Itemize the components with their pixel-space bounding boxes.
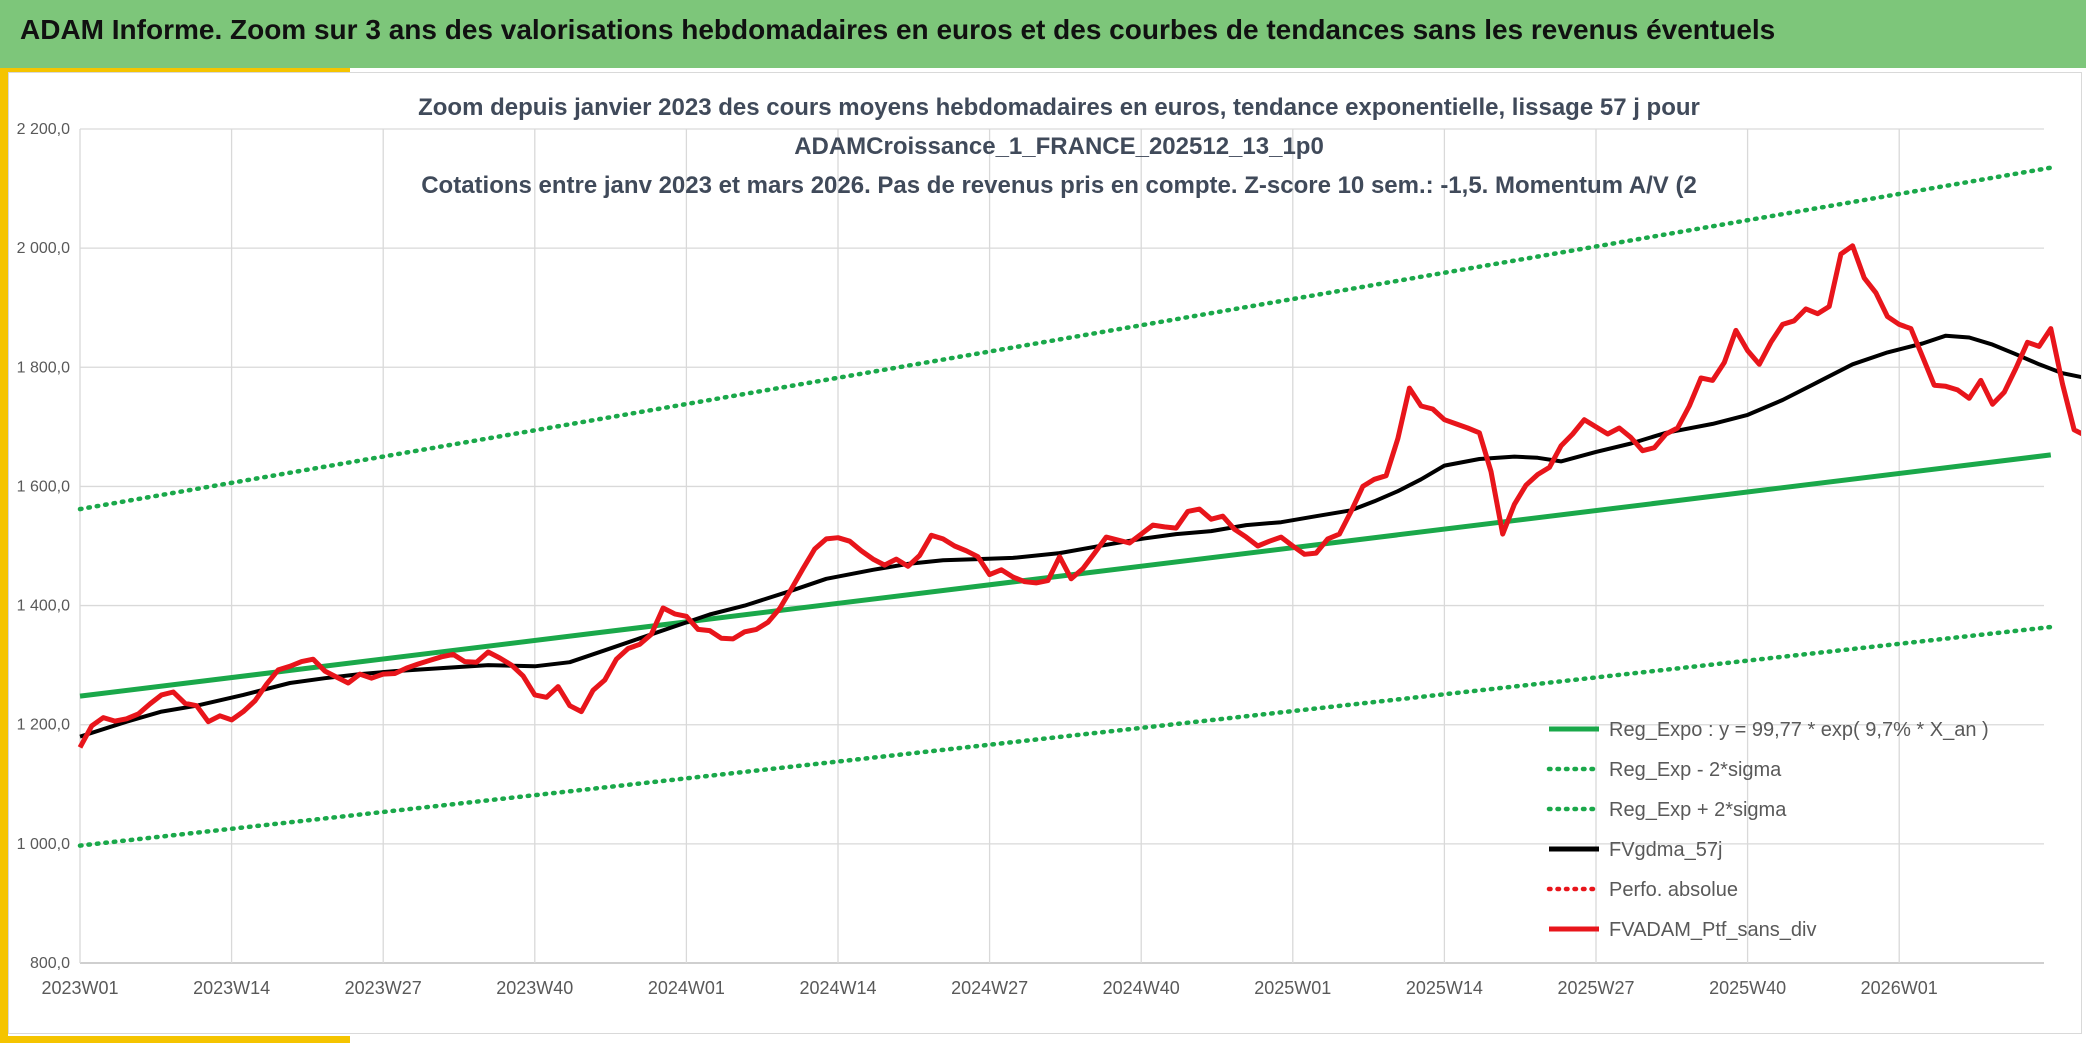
series-line-0 bbox=[79, 452, 2052, 699]
x-tick-label: 2024W01 bbox=[648, 978, 725, 998]
chart-title-line: ADAMCroissance_1_FRANCE_202512_13_1p0 bbox=[794, 133, 1324, 160]
y-tick-label: 1 600,0 bbox=[17, 478, 70, 495]
x-tick-label: 2025W27 bbox=[1557, 978, 1634, 998]
accent-bar-bottom bbox=[0, 1036, 350, 1043]
page-title: ADAM Informe. Zoom sur 3 ans des valoris… bbox=[20, 14, 1776, 45]
y-tick-label: 1 000,0 bbox=[17, 836, 70, 853]
series-line-5 bbox=[77, 243, 2081, 749]
x-tick-label: 2024W40 bbox=[1103, 978, 1180, 998]
legend-label: FVADAM_Ptf_sans_div bbox=[1609, 919, 1817, 941]
x-tick-label: 2025W14 bbox=[1406, 978, 1483, 998]
series-line-1 bbox=[77, 624, 2054, 848]
x-tick-label: 2026W01 bbox=[1861, 978, 1938, 998]
x-tick-label: 2024W27 bbox=[951, 978, 1028, 998]
x-tick-label: 2023W01 bbox=[41, 978, 118, 998]
y-tick-label: 1 400,0 bbox=[17, 598, 70, 615]
chart-title-line: Cotations entre janv 2023 et mars 2026. … bbox=[421, 172, 1697, 199]
accent-bar-left bbox=[0, 68, 8, 1038]
x-tick-label: 2024W14 bbox=[799, 978, 876, 998]
trend-chart: 800,0 1 000,0 1 200,0 1 400,0 1 600,0 1 800,0… bbox=[17, 94, 2081, 998]
x-tick-label: 2023W14 bbox=[193, 978, 270, 998]
y-tick-label: 1 800,0 bbox=[17, 359, 70, 376]
legend-label: Perfo. absolue bbox=[1609, 879, 1738, 901]
y-tick-label: 2 000,0 bbox=[17, 240, 70, 257]
legend-label: Reg_Exp + 2*sigma bbox=[1609, 799, 1787, 821]
x-tick-label: 2023W27 bbox=[345, 978, 422, 998]
x-tick-label: 2023W40 bbox=[496, 978, 573, 998]
y-tick-label: 1 200,0 bbox=[17, 717, 70, 734]
y-tick-label: 2 200,0 bbox=[17, 121, 70, 138]
chart-title-line: Zoom depuis janvier 2023 des cours moyen… bbox=[418, 94, 1700, 121]
series-line-3 bbox=[79, 333, 2081, 739]
header-banner: ADAM Informe. Zoom sur 3 ans des valoris… bbox=[0, 0, 2086, 68]
legend-label: FVgdma_57j bbox=[1609, 839, 1722, 861]
legend-label: Reg_Exp - 2*sigma bbox=[1609, 759, 1782, 781]
x-tick-label: 2025W40 bbox=[1709, 978, 1786, 998]
chart-frame: 800,0 1 000,0 1 200,0 1 400,0 1 600,0 1 800,0… bbox=[8, 72, 2082, 1034]
y-tick-label: 800,0 bbox=[30, 955, 70, 972]
series-line-2 bbox=[77, 165, 2054, 512]
accent-bar-top bbox=[0, 68, 350, 72]
x-tick-label: 2025W01 bbox=[1254, 978, 1331, 998]
legend-label: Reg_Expo : y = 99,77 * exp( 9,7% * X_an … bbox=[1609, 719, 1989, 741]
